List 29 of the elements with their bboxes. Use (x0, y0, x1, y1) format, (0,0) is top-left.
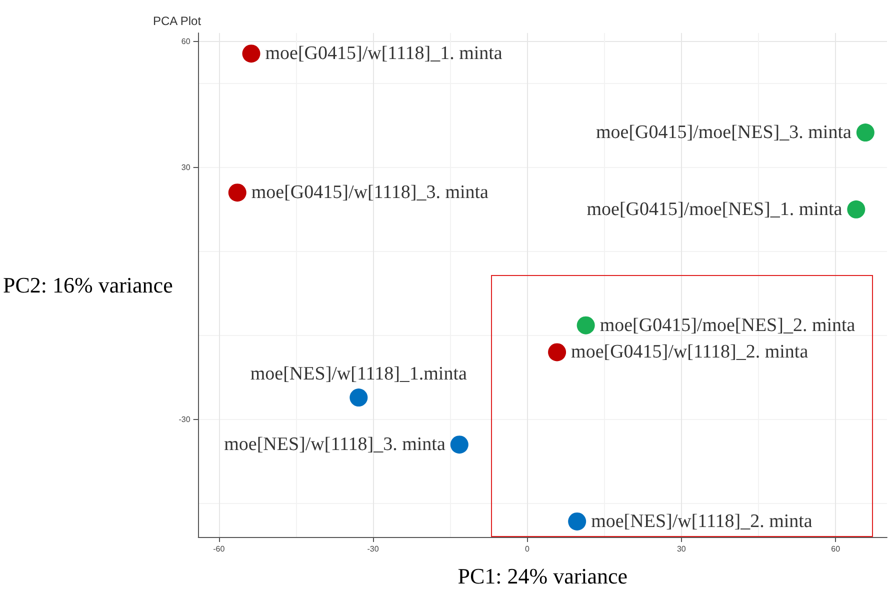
chart-title: PCA Plot (153, 14, 202, 28)
x-axis-title: PC1: 24% variance (458, 564, 628, 588)
x-tick-label: -30 (367, 544, 380, 554)
point (450, 436, 468, 454)
annotation: moe[NES]/w[1118]_1.minta (250, 364, 468, 385)
point (856, 124, 874, 142)
point (242, 44, 260, 63)
point (576, 316, 595, 334)
point (568, 512, 586, 530)
annotation: moe[G0415]/w[1118]_3. minta (251, 182, 490, 204)
x-tick-label: -60 (213, 544, 226, 554)
annotation: moe[G0415]/moe[NES]_1. minta (586, 198, 843, 220)
x-tick-label: 60 (831, 544, 841, 554)
annotation: moe[G0415]/moe[NES]_3. minta (596, 122, 852, 144)
y-tick-label: 30 (181, 162, 191, 172)
point (228, 184, 246, 202)
y-tick-label: 60 (181, 36, 191, 46)
x-tick-label: 0 (525, 544, 530, 554)
annotation: moe[G0415]/w[1118]_1. minta (265, 43, 503, 64)
annotation: moe[NES]/w[1118]_2. minta (591, 510, 813, 532)
x-tick-label: 30 (676, 544, 686, 554)
point (548, 343, 566, 362)
y-axis-title: PC2: 16% variance (2, 272, 173, 298)
annotation: moe[G0415]/w[1118]_2. minta (571, 342, 809, 363)
y-tick-label: -30 (178, 414, 191, 424)
annotation: moe[G0415]/moe[NES]_2. minta (600, 314, 856, 336)
annotation: moe[NES]/w[1118]_3. minta (224, 434, 446, 456)
point (847, 200, 866, 218)
point (350, 388, 368, 407)
